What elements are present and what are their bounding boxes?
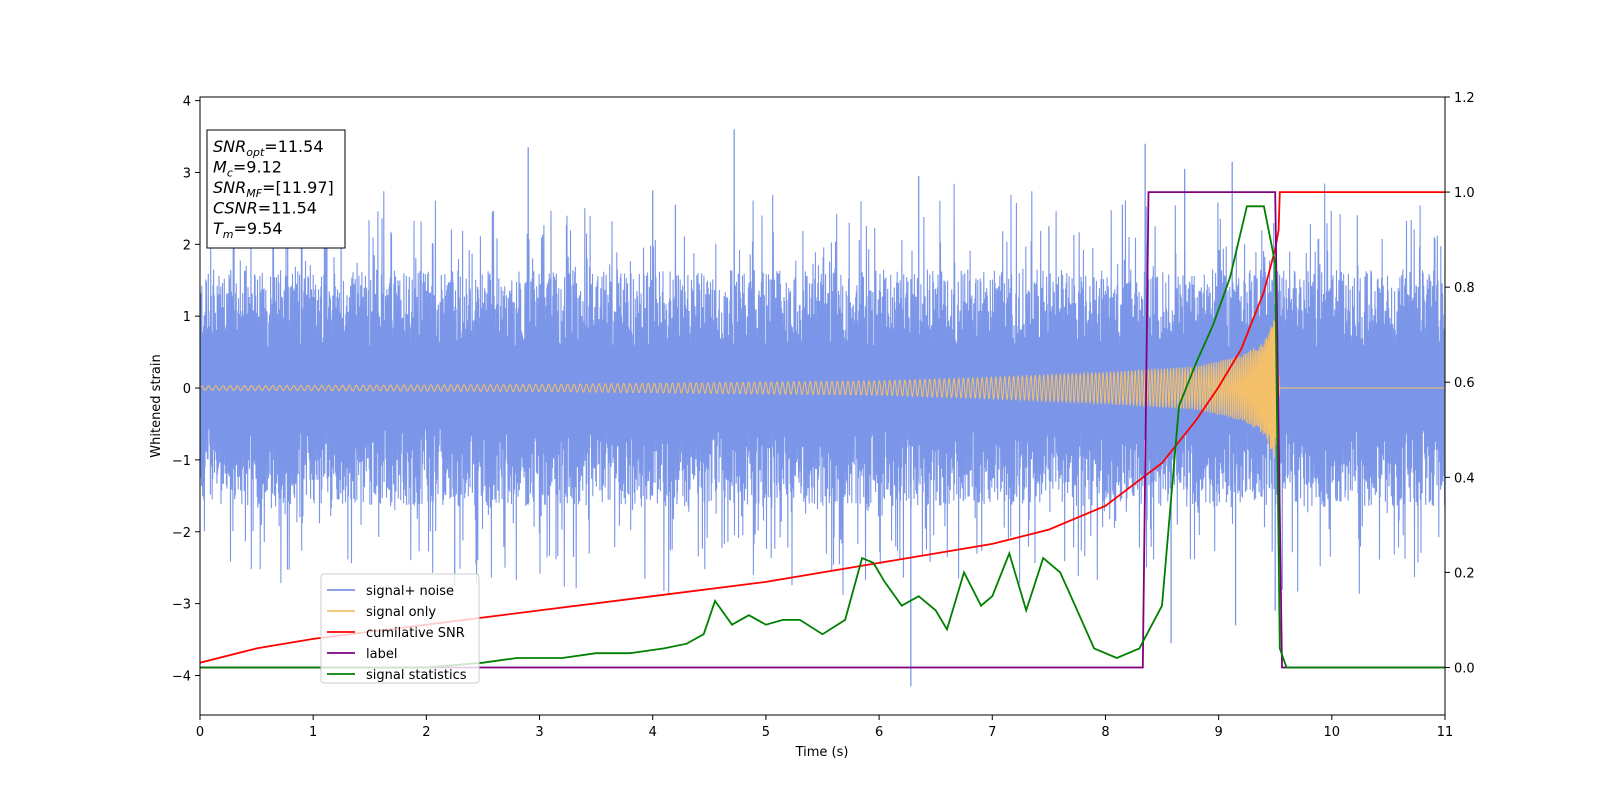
y-right-tick-label: 0.0 [1454, 661, 1475, 676]
y-right-tick-label: 0.8 [1454, 281, 1475, 296]
x-tick-label: 9 [1214, 725, 1222, 740]
series-signal-noise-peaks [233, 129, 1276, 687]
info-value: =11.54 [258, 199, 317, 218]
info-subscript: m [223, 228, 234, 241]
info-symbol: SNR [213, 178, 246, 197]
y-axis-label: Whitened strain [149, 354, 164, 457]
info-value: =9.54 [234, 219, 283, 238]
x-tick-label: 11 [1437, 725, 1454, 740]
y-right-tick-label: 0.2 [1454, 566, 1475, 581]
legend-label-label: label [366, 647, 397, 662]
y-left-tick-label: 4 [183, 95, 191, 110]
x-axis: 0 1 2 3 4 5 6 7 8 9 10 11 [196, 715, 1453, 740]
x-tick-label: 7 [988, 725, 996, 740]
x-tick-label: 10 [1324, 725, 1341, 740]
x-axis-label: Time (s) [795, 745, 849, 760]
x-tick-label: 4 [649, 725, 657, 740]
y-left-tick-label: −4 [172, 669, 191, 684]
y-right-tick-label: 1.2 [1454, 91, 1475, 106]
info-symbol: M [213, 158, 227, 177]
series-signal-only-line [200, 319, 1445, 459]
info-symbol: CSNR [213, 199, 258, 218]
x-tick-label: 1 [309, 725, 317, 740]
y-left-tick-label: 1 [183, 310, 191, 325]
info-line: SNRopt=11.54 [213, 137, 324, 159]
legend: signal+ noise signal only cumilative SNR la… [320, 573, 480, 684]
info-subscript: opt [246, 146, 265, 159]
info-subscript: MF [246, 187, 262, 200]
x-tick-label: 6 [875, 725, 883, 740]
info-box-frame [206, 129, 346, 249]
legend-label-signal-only: signal only [366, 605, 436, 620]
legend-label-signal-noise: signal+ noise [366, 584, 454, 599]
y-left-tick-label: −2 [172, 526, 191, 541]
legend-label-signal-statistics: signal statistics [366, 668, 467, 683]
series-signal-noise-line [200, 183, 1445, 596]
info-line: SNRMF=[11.97] [213, 178, 334, 200]
x-tick-label: 5 [762, 725, 770, 740]
info-line: CSNR=11.54 [213, 199, 317, 218]
info-value: =9.12 [233, 158, 282, 177]
y-axis-right: 0.0 0.2 0.4 0.6 0.8 1.0 1.2 [1445, 91, 1475, 676]
y-left-tick-label: 2 [183, 238, 191, 253]
y-right-tick-label: 1.0 [1454, 186, 1475, 201]
y-axis-left: −4 −3 −2 −1 0 1 2 3 4 [172, 95, 200, 684]
info-value: =[11.97] [262, 178, 334, 197]
plot-area [200, 129, 1445, 687]
x-tick-label: 8 [1101, 725, 1109, 740]
info-symbol: T [213, 219, 224, 238]
y-right-tick-label: 0.6 [1454, 376, 1475, 391]
x-tick-label: 3 [535, 725, 543, 740]
y-left-tick-label: 3 [183, 166, 191, 181]
info-value: =11.54 [264, 137, 323, 156]
y-right-tick-label: 0.4 [1454, 471, 1475, 486]
plot-frame [199, 96, 1446, 716]
x-tick-label: 2 [422, 725, 430, 740]
legend-label-cumilative-snr: cumilative SNR [366, 626, 465, 641]
x-tick-label: 0 [196, 725, 204, 740]
info-subscript: c [227, 167, 233, 180]
y-left-tick-label: −3 [172, 598, 191, 613]
series-signal-statistics-line [200, 205, 1445, 669]
info-symbol: SNR [213, 137, 246, 156]
y-left-tick-label: −1 [172, 454, 191, 469]
info-line: Mc=9.12 [213, 158, 282, 180]
y-left-tick-label: 0 [183, 382, 191, 397]
info-box: SNRopt=11.54Mc=9.12SNRMF=[11.97]CSNR=11.… [206, 129, 346, 249]
legend-frame [320, 573, 480, 684]
info-line: Tm=9.54 [213, 219, 283, 241]
